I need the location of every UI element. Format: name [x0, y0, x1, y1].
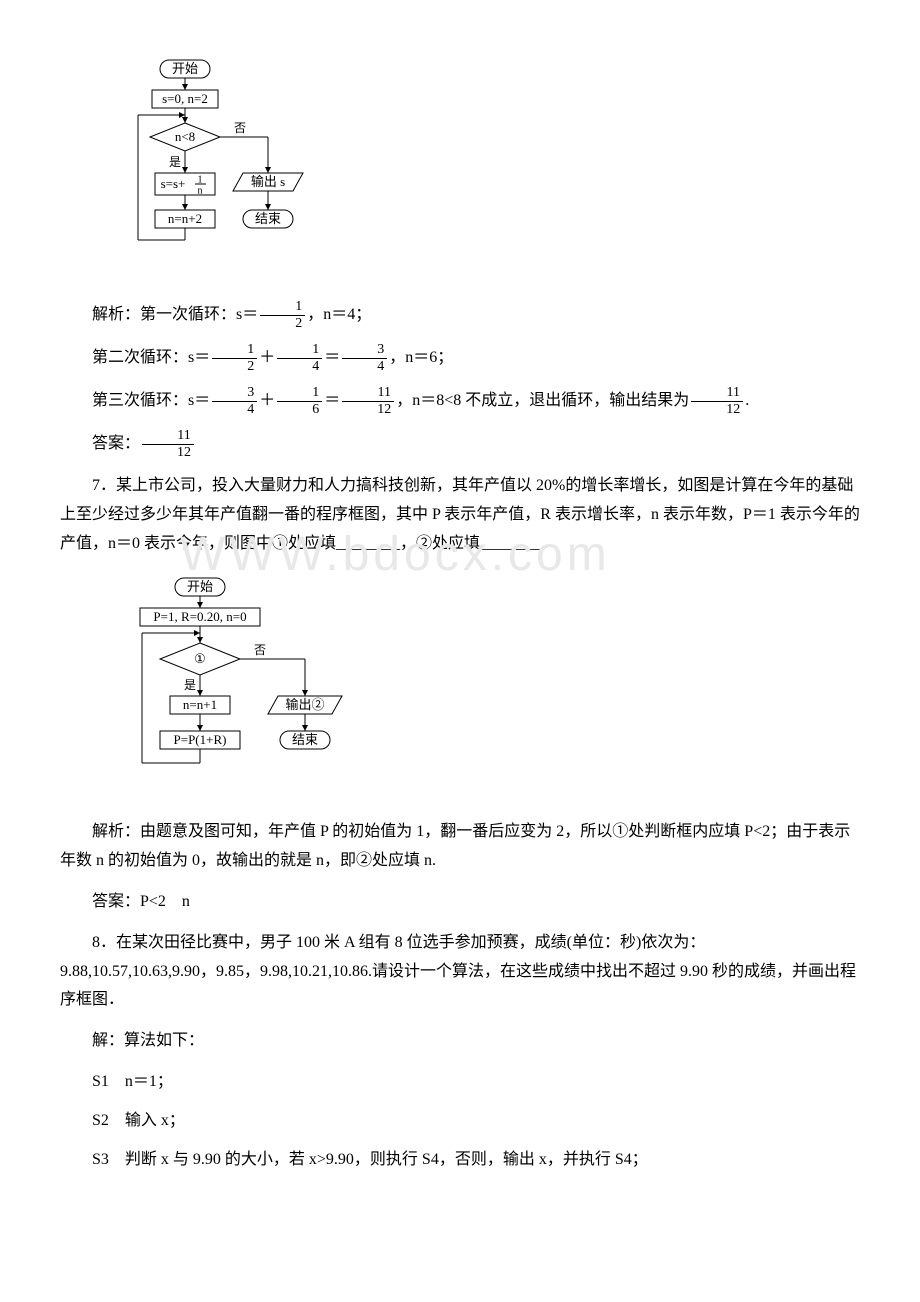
fc1-yes: 是	[169, 155, 181, 169]
flowchart-1: 开始 s=0, n=2 n<8 否 是 s=s+ 1 n n=n+2 输出 s …	[130, 55, 860, 285]
fc2-output: 输出②	[285, 697, 324, 712]
fc2-step2: P=P(1+R)	[174, 732, 227, 747]
flowchart-2-svg: 开始 P=1, R=0.20, n=0 ① 否 是 n=n+1 P=P(1+R)…	[130, 573, 380, 803]
fc1-step2: n=n+2	[168, 211, 202, 226]
fc1-step1: s=s+	[161, 176, 186, 191]
analysis1-loop3: 第三次循环：s＝34＋16＝1112，n＝8<8 不成立，退出循环，输出结果为1…	[60, 386, 860, 417]
analysis1-loop2: 第二次循环：s＝12＋14＝34，n＝6；	[60, 343, 860, 374]
svg-text:n: n	[198, 185, 203, 196]
fc2-start: 开始	[187, 579, 213, 594]
analysis1-answer: 答案：1112	[60, 429, 860, 460]
fc1-init: s=0, n=2	[162, 91, 208, 106]
analysis2-answer: 答案：P<2 n	[60, 888, 860, 917]
fc2-cond: ①	[194, 651, 206, 666]
fc1-cond: n<8	[175, 129, 195, 144]
fc2-yes: 是	[184, 678, 196, 692]
fc1-no: 否	[234, 121, 246, 135]
fc1-end: 结束	[255, 211, 281, 226]
q8-s3: S3 判断 x 与 9.90 的大小，若 x>9.90，则执行 S4，否则，输出…	[60, 1146, 860, 1175]
fc1-start: 开始	[172, 61, 198, 76]
fc1-output: 输出 s	[251, 174, 285, 189]
q8-s2: S2 输入 x；	[60, 1107, 860, 1136]
q8-s1: S1 n＝1；	[60, 1068, 860, 1097]
flowchart-1-svg: 开始 s=0, n=2 n<8 否 是 s=s+ 1 n n=n+2 输出 s …	[130, 55, 330, 285]
fc2-step1: n=n+1	[183, 697, 217, 712]
q8-text: 8．在某次田径比赛中，男子 100 米 A 组有 8 位选手参加预赛，成绩(单位…	[60, 929, 860, 1015]
q8-solution-label: 解：算法如下：	[60, 1027, 860, 1056]
q7-text: 7．某上市公司，投入大量财力和人力搞科技创新，其年产值以 20%的增长率增长，如…	[60, 472, 860, 558]
analysis1-loop1: 解析：第一次循环：s＝12，n＝4；	[60, 300, 860, 331]
fc2-no: 否	[254, 643, 266, 657]
analysis2-text: 解析：由题意及图可知，年产值 P 的初始值为 1，翻一番后应变为 2，所以①处判…	[60, 818, 860, 876]
flowchart-2: 开始 P=1, R=0.20, n=0 ① 否 是 n=n+1 P=P(1+R)…	[130, 573, 860, 803]
fc2-init: P=1, R=0.20, n=0	[153, 609, 246, 624]
fc2-end: 结束	[292, 732, 318, 747]
